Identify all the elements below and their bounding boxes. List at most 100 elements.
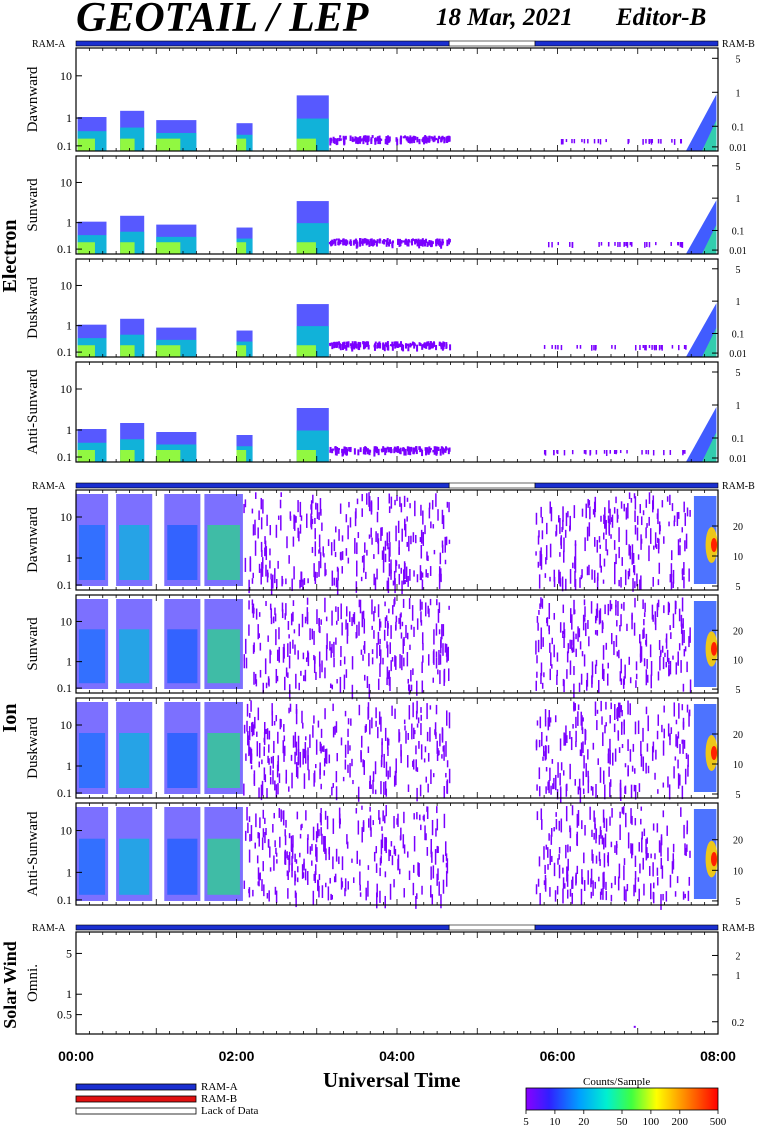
- ion-speck: [274, 780, 276, 791]
- x-tick-label: 08:00: [700, 1048, 736, 1064]
- electron-speck: [648, 242, 651, 248]
- ion-speck: [684, 540, 686, 552]
- ion-speck: [356, 560, 358, 577]
- electron-blob-peak-2-4: [296, 345, 316, 357]
- ion-speck: [390, 496, 393, 509]
- ion-speck: [683, 648, 686, 657]
- ion-speck: [250, 765, 253, 770]
- ion-speck: [571, 876, 574, 889]
- electron-speck: [400, 343, 403, 351]
- ion-speck: [396, 818, 398, 825]
- ion-speck: [357, 532, 360, 539]
- ion-speck: [416, 767, 419, 772]
- ion-speck: [615, 840, 618, 855]
- ion-speck: [369, 775, 372, 790]
- ion-speck: [257, 624, 259, 640]
- ion-speck: [284, 676, 286, 691]
- ion-speck: [380, 527, 382, 541]
- electron-speck: [593, 139, 596, 144]
- electron-speck: [435, 241, 438, 247]
- ion-speck: [374, 789, 377, 795]
- ion-speck: [559, 772, 561, 786]
- ion-speck: [410, 684, 413, 692]
- ion-speck: [421, 601, 423, 610]
- ion-speck: [603, 770, 605, 785]
- ion-speck: [627, 571, 630, 580]
- ion-speck: [290, 754, 293, 761]
- ion-speck: [548, 833, 550, 841]
- ion-speck: [279, 836, 281, 848]
- ion-speck: [269, 777, 272, 785]
- ion-speck: [253, 642, 255, 653]
- ion-speck: [665, 891, 668, 902]
- ion-speck: [324, 597, 326, 613]
- ion-speck: [633, 565, 636, 576]
- ion-speck: [616, 707, 619, 722]
- ion-speck: [363, 760, 366, 775]
- ion-speck: [425, 833, 427, 841]
- ion-speck: [252, 721, 254, 735]
- ion-speck: [341, 551, 344, 560]
- ion-speck: [684, 646, 687, 652]
- ion-speck: [604, 507, 606, 519]
- electron-speck: [395, 341, 398, 348]
- electron-speck: [429, 448, 432, 453]
- ion-speck: [540, 808, 543, 821]
- ion-speck: [320, 728, 323, 738]
- ion-speck: [335, 620, 338, 625]
- ion-speck: [571, 805, 574, 816]
- electron-speck: [410, 343, 413, 347]
- ion-speck: [563, 732, 565, 746]
- ion-speck: [257, 832, 259, 839]
- ion-speck: [347, 557, 350, 564]
- ion-speck: [297, 748, 300, 765]
- ion-speck: [441, 754, 443, 759]
- ion-speck: [252, 889, 254, 897]
- electron-speck: [329, 138, 332, 146]
- ion-speck: [313, 654, 315, 661]
- ion-speck: [367, 865, 370, 870]
- ion-speck: [275, 524, 278, 538]
- electron-speck: [382, 446, 385, 453]
- ion-speck: [686, 820, 689, 832]
- ion-speck: [269, 846, 271, 858]
- ion-speck: [360, 649, 363, 655]
- ion-speck: [267, 839, 270, 848]
- ion-speck: [668, 603, 671, 613]
- ion-speck: [634, 581, 636, 589]
- ion-speck: [439, 552, 442, 565]
- ion-speck: [649, 528, 652, 544]
- ion-speck: [360, 735, 363, 748]
- ion-speck: [393, 879, 395, 888]
- electron-speck: [571, 139, 573, 144]
- ion-speck: [270, 617, 273, 625]
- ion-speck: [592, 786, 594, 796]
- ion-speck: [314, 575, 316, 581]
- ion-speck: [261, 879, 263, 892]
- electron-speck: [653, 345, 656, 349]
- ion-speck: [406, 497, 409, 502]
- ion-speck: [255, 813, 257, 828]
- ion-speck: [681, 597, 684, 612]
- ion-speck: [349, 611, 351, 622]
- electron-speck: [416, 344, 419, 352]
- ion-speck: [324, 749, 327, 764]
- electron-speck: [398, 240, 401, 247]
- ion-speck: [374, 761, 377, 775]
- ion-speck: [284, 852, 287, 865]
- ion-speck: [553, 827, 555, 832]
- ion-speck: [556, 669, 558, 676]
- ion-speck: [324, 667, 326, 679]
- ion-speck: [291, 843, 294, 859]
- ion-speck: [297, 500, 299, 513]
- ion-speck: [407, 732, 409, 740]
- ion-speck: [545, 844, 548, 850]
- ion-speck: [284, 835, 287, 846]
- ion-speck: [260, 497, 263, 510]
- ion-speck: [610, 894, 613, 902]
- ion-speck: [283, 735, 286, 742]
- x-axis-title: Universal Time: [323, 1068, 461, 1092]
- ion-speck: [553, 612, 556, 620]
- electron-speck: [439, 448, 442, 456]
- ion-speck: [307, 755, 309, 771]
